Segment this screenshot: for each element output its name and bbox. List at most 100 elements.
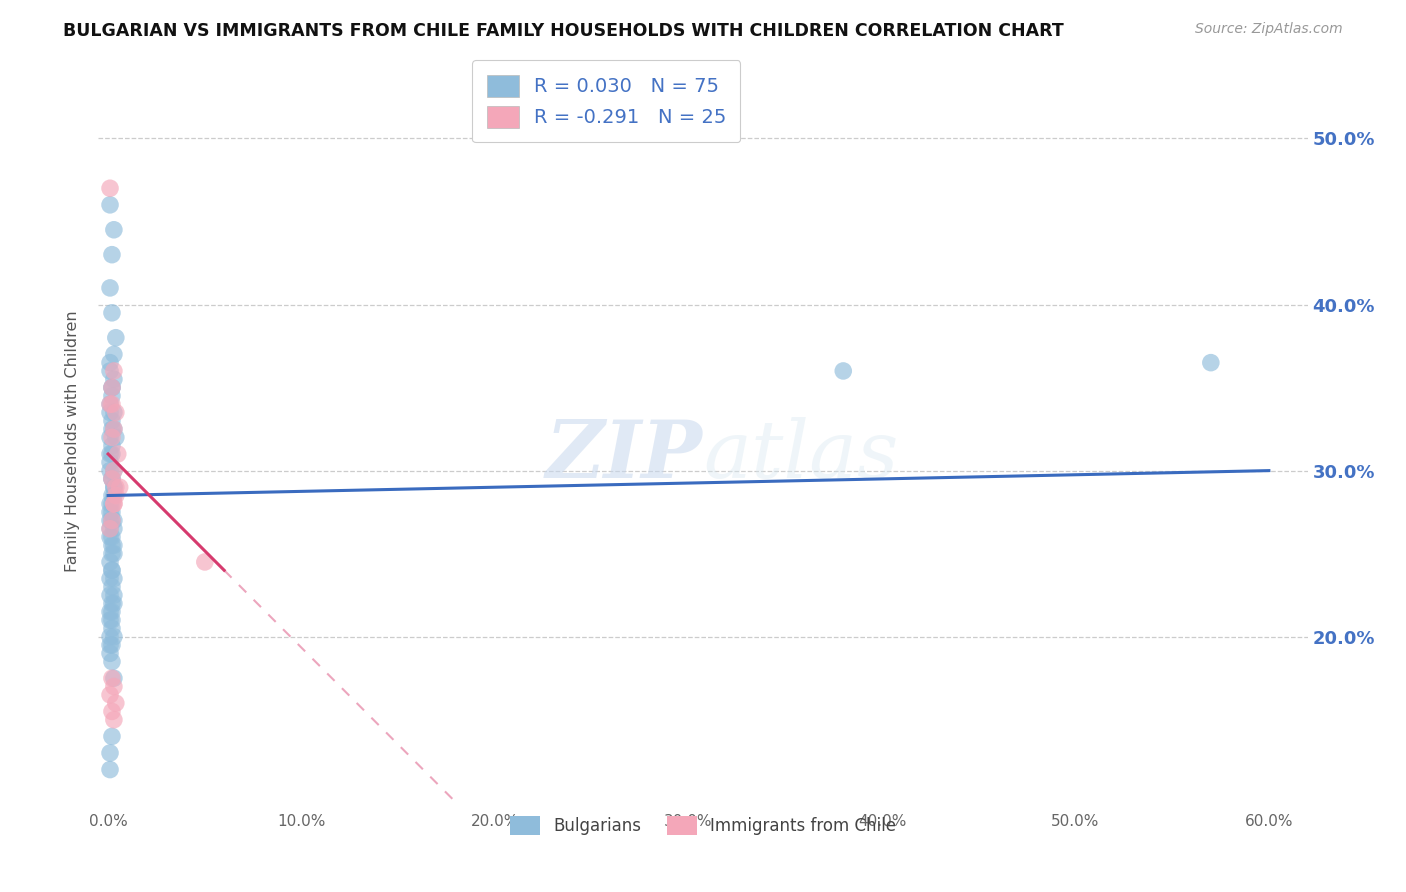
Bulgarians: [103, 572, 125, 586]
Immigrants from Chile: [101, 380, 124, 394]
Immigrants from Chile: [101, 705, 124, 719]
Immigrants from Chile: [101, 430, 124, 444]
Immigrants from Chile: [103, 713, 125, 727]
Bulgarians: [98, 605, 121, 619]
Text: atlas: atlas: [703, 417, 898, 495]
Bulgarians: [101, 513, 124, 527]
Bulgarians: [103, 405, 125, 419]
Bulgarians: [1199, 356, 1222, 370]
Bulgarians: [101, 497, 124, 511]
Immigrants from Chile: [107, 447, 129, 461]
Bulgarians: [98, 505, 121, 519]
Bulgarians: [104, 331, 127, 345]
Bulgarians: [98, 763, 121, 777]
Immigrants from Chile: [101, 513, 124, 527]
Bulgarians: [98, 497, 121, 511]
Bulgarians: [101, 580, 124, 594]
Bulgarians: [104, 430, 127, 444]
Bulgarians: [98, 455, 121, 469]
Bulgarians: [98, 464, 121, 478]
Bulgarians: [98, 572, 121, 586]
Immigrants from Chile: [98, 688, 121, 702]
Bulgarians: [103, 588, 125, 602]
Bulgarians: [98, 513, 121, 527]
Bulgarians: [98, 613, 121, 627]
Bulgarians: [103, 597, 125, 611]
Legend: Bulgarians, Immigrants from Chile: Bulgarians, Immigrants from Chile: [501, 805, 905, 845]
Bulgarians: [101, 472, 124, 486]
Bulgarians: [103, 223, 125, 237]
Bulgarians: [98, 430, 121, 444]
Text: ZIP: ZIP: [546, 417, 703, 495]
Bulgarians: [101, 414, 124, 428]
Bulgarians: [101, 621, 124, 635]
Bulgarians: [103, 422, 125, 436]
Bulgarians: [101, 613, 124, 627]
Bulgarians: [101, 597, 124, 611]
Bulgarians: [103, 630, 125, 644]
Immigrants from Chile: [103, 422, 125, 436]
Bulgarians: [103, 671, 125, 685]
Bulgarians: [98, 397, 121, 411]
Bulgarians: [101, 389, 124, 403]
Bulgarians: [98, 555, 121, 569]
Bulgarians: [101, 563, 124, 577]
Immigrants from Chile: [98, 522, 121, 536]
Immigrants from Chile: [103, 464, 125, 478]
Text: Source: ZipAtlas.com: Source: ZipAtlas.com: [1195, 22, 1343, 37]
Bulgarians: [98, 356, 121, 370]
Immigrants from Chile: [101, 472, 124, 486]
Immigrants from Chile: [104, 480, 127, 494]
Bulgarians: [103, 480, 125, 494]
Bulgarians: [101, 730, 124, 744]
Bulgarians: [103, 547, 125, 561]
Bulgarians: [101, 538, 124, 552]
Bulgarians: [101, 563, 124, 577]
Bulgarians: [101, 489, 124, 503]
Immigrants from Chile: [98, 397, 121, 411]
Bulgarians: [103, 513, 125, 527]
Immigrants from Chile: [104, 489, 127, 503]
Bulgarians: [101, 380, 124, 394]
Immigrants from Chile: [104, 696, 127, 710]
Bulgarians: [103, 372, 125, 386]
Immigrants from Chile: [103, 497, 125, 511]
Immigrants from Chile: [101, 397, 124, 411]
Immigrants from Chile: [104, 405, 127, 419]
Bulgarians: [101, 248, 124, 262]
Bulgarians: [98, 522, 121, 536]
Bulgarians: [101, 472, 124, 486]
Immigrants from Chile: [101, 671, 124, 685]
Bulgarians: [101, 422, 124, 436]
Immigrants from Chile: [103, 680, 125, 694]
Bulgarians: [98, 405, 121, 419]
Bulgarians: [98, 638, 121, 652]
Bulgarians: [832, 364, 855, 378]
Immigrants from Chile: [194, 555, 217, 569]
Bulgarians: [101, 447, 124, 461]
Bulgarians: [101, 505, 124, 519]
Bulgarians: [98, 447, 121, 461]
Bulgarians: [101, 306, 124, 320]
Bulgarians: [101, 638, 124, 652]
Bulgarians: [98, 364, 121, 378]
Bulgarians: [103, 480, 125, 494]
Immigrants from Chile: [98, 181, 121, 195]
Bulgarians: [101, 380, 124, 394]
Text: BULGARIAN VS IMMIGRANTS FROM CHILE FAMILY HOUSEHOLDS WITH CHILDREN CORRELATION C: BULGARIAN VS IMMIGRANTS FROM CHILE FAMIL…: [63, 22, 1064, 40]
Bulgarians: [98, 646, 121, 660]
Bulgarians: [98, 588, 121, 602]
Bulgarians: [101, 530, 124, 544]
Y-axis label: Family Households with Children: Family Households with Children: [65, 310, 80, 573]
Bulgarians: [98, 281, 121, 295]
Bulgarians: [101, 605, 124, 619]
Bulgarians: [101, 655, 124, 669]
Bulgarians: [103, 347, 125, 361]
Immigrants from Chile: [103, 364, 125, 378]
Bulgarians: [98, 746, 121, 760]
Bulgarians: [101, 547, 124, 561]
Bulgarians: [103, 538, 125, 552]
Bulgarians: [101, 439, 124, 453]
Bulgarians: [98, 630, 121, 644]
Bulgarians: [98, 530, 121, 544]
